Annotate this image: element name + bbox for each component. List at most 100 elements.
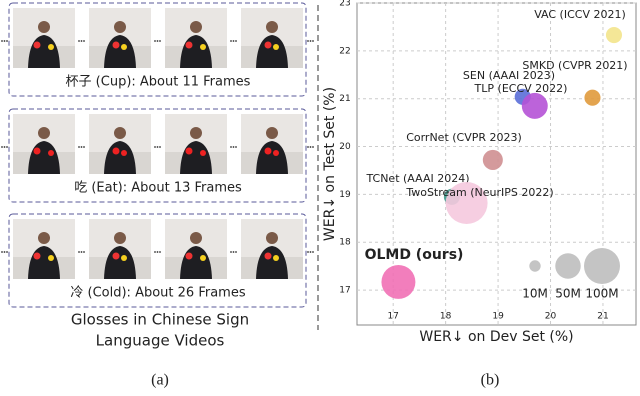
x-axis-label: WER↓ on Dev Set (%) (419, 329, 573, 345)
hand-marker (112, 41, 120, 49)
hand-marker (48, 150, 54, 156)
hand-marker (264, 252, 272, 260)
signer-head (114, 21, 126, 33)
y-tick-label: 19 (339, 190, 351, 200)
y-tick-label: 22 (339, 46, 350, 56)
signer-head (266, 127, 278, 139)
ellipsis-dot (6, 40, 8, 42)
ellipsis-dot (154, 251, 156, 253)
y-tick-label: 18 (339, 238, 351, 248)
ellipsis-dot (232, 251, 235, 253)
ellipsis-dot (3, 146, 6, 148)
hand-marker (33, 252, 41, 260)
bubble-label: SMKD (CVPR 2021) (522, 59, 627, 72)
group-caption: 吃 (Eat): About 13 Frames (74, 180, 242, 196)
size-legend-label: 10M (522, 287, 548, 301)
bubble-label: TwoStream (NeurIPS 2022) (405, 186, 553, 199)
hand-marker (33, 147, 41, 155)
hand-marker (185, 41, 193, 49)
signer-head (114, 232, 126, 244)
signer-body (256, 141, 288, 174)
ellipsis-dot (6, 146, 8, 148)
group-caption: 杯子 (Cup): About 11 Frames (66, 75, 251, 90)
signer-body (104, 35, 136, 68)
ellipsis-dot (83, 251, 85, 253)
x-tick-label: 17 (387, 312, 398, 322)
ellipsis-dot (230, 251, 232, 253)
ellipsis-dot (1, 146, 3, 148)
hand-marker (121, 44, 127, 50)
hand-marker (273, 44, 279, 50)
x-tick-label: 20 (545, 312, 557, 322)
bubble-label: CorrNet (CVPR 2023) (406, 131, 522, 144)
ellipsis-dot (1, 40, 3, 42)
hand-marker (273, 150, 279, 156)
hand-marker (200, 255, 206, 261)
hand-marker (264, 41, 272, 49)
hand-marker (185, 252, 193, 260)
ellipsis-dot (312, 251, 314, 253)
bubble (584, 89, 601, 106)
hand-marker (112, 147, 120, 155)
signer-body (256, 246, 288, 279)
bubble-label: VAC (ICCV 2021) (534, 8, 626, 21)
ellipsis-dot (312, 146, 314, 148)
ellipsis-dot (159, 40, 161, 42)
y-tick-label: 23 (339, 0, 350, 9)
ellipsis-dot (307, 146, 309, 148)
hand-marker (48, 255, 54, 261)
signer-head (266, 232, 278, 244)
ellipsis-dot (230, 146, 232, 148)
bubble-label: OLMD (ours) (365, 247, 464, 263)
ellipsis-dot (156, 251, 159, 253)
x-tick-label: 18 (440, 312, 452, 322)
ellipsis-dot (232, 40, 235, 42)
hand-marker (33, 41, 41, 49)
hand-marker (200, 44, 206, 50)
ellipsis-dot (307, 40, 309, 42)
x-tick-label: 19 (492, 312, 504, 322)
y-axis-label: WER↓ on Test Set (%) (322, 87, 338, 241)
bubble-label: TCNet (AAAI 2024) (365, 172, 469, 185)
ellipsis-dot (309, 146, 312, 148)
hand-marker (200, 150, 206, 156)
hand-marker (273, 255, 279, 261)
hand-marker (112, 252, 120, 260)
bubble-label: TLP (ECCV 2022) (474, 82, 568, 95)
ellipsis-dot (159, 146, 161, 148)
ellipsis-dot (232, 146, 235, 148)
group-box (8, 213, 307, 308)
size-legend-label: 100M (585, 287, 618, 301)
signer-body (256, 35, 288, 68)
panel-a-caption: Glosses in Chinese Sign (71, 311, 249, 329)
ellipsis-dot (156, 40, 159, 42)
ellipsis-dot (156, 146, 159, 148)
ellipsis-dot (6, 251, 8, 253)
hand-marker (121, 255, 127, 261)
size-legend-bubble (529, 260, 541, 272)
ellipsis-dot (83, 146, 85, 148)
ellipsis-dot (80, 146, 83, 148)
signer-head (38, 127, 50, 139)
ellipsis-dot (154, 40, 156, 42)
bubble (482, 149, 503, 170)
y-tick-label: 20 (339, 142, 351, 152)
y-tick-label: 17 (339, 286, 350, 296)
ellipsis-dot (78, 251, 80, 253)
ellipsis-dot (159, 251, 161, 253)
group-caption: 冷 (Cold): About 26 Frames (70, 286, 245, 301)
ellipsis-dot (3, 251, 6, 253)
ellipsis-dot (309, 40, 312, 42)
signer-head (190, 127, 202, 139)
signer-head (38, 232, 50, 244)
x-tick-label: 21 (597, 312, 608, 322)
panel-label: (a) (151, 372, 169, 389)
panel-label: (b) (481, 372, 500, 389)
signer-body (104, 246, 136, 279)
hand-marker (264, 147, 272, 155)
bubble (605, 27, 623, 44)
group-box (8, 2, 307, 97)
hand-marker (185, 147, 193, 155)
signer-head (190, 21, 202, 33)
